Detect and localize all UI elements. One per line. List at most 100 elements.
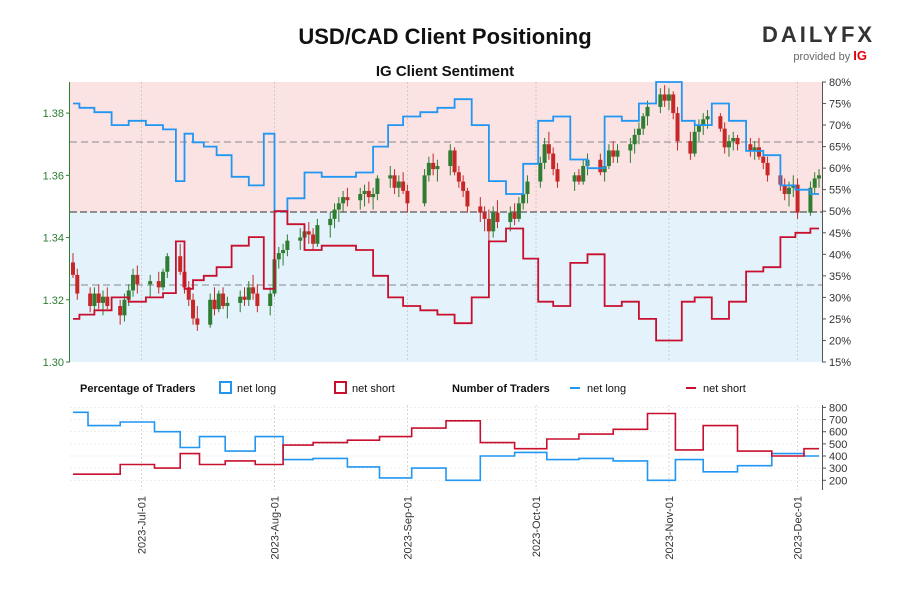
- chart-title: USD/CAD Client Positioning: [298, 24, 592, 49]
- candle-body: [148, 281, 153, 285]
- candle-body: [461, 181, 466, 191]
- candle-body: [212, 299, 217, 310]
- candle-body: [371, 194, 376, 198]
- legend-pct-long-label: net long: [237, 383, 276, 395]
- candle-body: [92, 293, 97, 306]
- candle-body: [748, 144, 753, 151]
- date-axis-ticks: 2023-Jul-01 2023-Aug-01 2023-Sep-01 2023-Oc…: [137, 496, 805, 560]
- candle-body: [388, 175, 393, 179]
- candle-body: [332, 209, 337, 219]
- candle-body: [491, 212, 496, 232]
- candle-body: [341, 197, 346, 204]
- brand-logo: DAILYFX provided by IG: [762, 24, 872, 64]
- legend-pct-title: Percentage of Traders: [80, 383, 196, 395]
- legend-pct-long-swatch: [219, 381, 232, 394]
- candle-body: [345, 197, 350, 201]
- candle-body: [722, 128, 727, 148]
- candle-body: [405, 190, 410, 204]
- candle-body: [126, 290, 131, 300]
- candle-body: [786, 187, 791, 194]
- date-tick-label: 2023-Sep-01: [402, 496, 414, 560]
- candle-body: [276, 253, 281, 260]
- candle-body: [542, 144, 547, 163]
- candle-body: [315, 225, 320, 244]
- candle-body: [448, 150, 453, 166]
- candle-body: [281, 250, 286, 254]
- sentiment-axis-ticks: 15% 20% 25% 30% 35% 40% 45% 50% 55% 60% 65% 70% 75% 8…: [822, 77, 851, 369]
- candle-body: [452, 150, 457, 173]
- candle-body: [131, 274, 136, 291]
- sentiment-tick-label: 15%: [829, 357, 851, 369]
- candle-body: [71, 262, 75, 275]
- candle-body: [752, 147, 757, 151]
- candle-body: [671, 94, 676, 114]
- candle-body: [512, 212, 517, 219]
- date-tick-label: 2023-Aug-01: [270, 496, 282, 560]
- candle-body: [165, 256, 170, 272]
- count-tick-label: 600: [829, 427, 847, 439]
- candle-body: [392, 175, 397, 188]
- candle-body: [581, 166, 586, 182]
- date-tick-label: 2023-Dec-01: [793, 496, 805, 560]
- provided-by-ig: provided by IG: [762, 48, 867, 63]
- candle-body: [362, 190, 367, 194]
- candle-body: [598, 159, 603, 173]
- sentiment-tick-label: 65%: [829, 142, 851, 154]
- candle-body: [375, 178, 380, 194]
- date-tick-label: 2023-Jul-01: [137, 496, 149, 554]
- short-zone: [70, 82, 822, 212]
- candle-body: [611, 150, 616, 157]
- candle-body: [782, 184, 787, 194]
- net-long-line: [73, 81, 819, 213]
- candle-body: [208, 299, 213, 325]
- price-tick-label: 1.36: [43, 170, 64, 182]
- candle-body: [602, 166, 607, 173]
- count-tick-label: 700: [829, 415, 847, 427]
- candle-body: [726, 141, 731, 148]
- sentiment-tick-label: 70%: [829, 120, 851, 132]
- candle-body: [636, 128, 641, 135]
- legend-num-long-label: net long: [587, 383, 626, 395]
- legend-pct-short-label: net short: [352, 383, 395, 395]
- sentiment-tick-label: 55%: [829, 185, 851, 197]
- candle-body: [285, 240, 290, 250]
- candle-body: [765, 162, 770, 176]
- date-tick-label: 2023-Nov-01: [664, 496, 676, 560]
- count-tick-label: 300: [829, 463, 847, 475]
- candle-body: [161, 271, 166, 288]
- candle-body: [426, 162, 431, 176]
- candle-body: [508, 212, 513, 222]
- sentiment-tick-label: 75%: [829, 99, 851, 111]
- candle-body: [75, 274, 80, 294]
- net-short-line: [73, 210, 819, 342]
- candle-body: [311, 234, 316, 244]
- candle-body: [658, 94, 663, 107]
- candle-body: [551, 153, 556, 170]
- candle-body: [156, 281, 161, 288]
- candle-body: [221, 293, 226, 306]
- long-zone: [70, 212, 822, 362]
- candle-body: [756, 147, 761, 157]
- candle-body: [761, 156, 766, 163]
- candle-body: [122, 299, 127, 316]
- candle-body: [118, 306, 123, 316]
- candle-body: [328, 218, 333, 226]
- candle-body: [465, 190, 470, 207]
- candle-body: [666, 94, 671, 101]
- candle-body: [431, 162, 436, 170]
- count-net-long-line: [73, 411, 819, 482]
- candle-body: [216, 293, 221, 310]
- candle-body: [178, 256, 183, 272]
- legend-num-title: Number of Traders: [452, 383, 550, 395]
- legend-num-short-label: net short: [703, 383, 746, 395]
- candle-body: [516, 203, 521, 219]
- sentiment-tick-label: 25%: [829, 314, 851, 326]
- candle-body: [495, 212, 500, 222]
- candle-body: [632, 134, 637, 145]
- candle-body: [456, 172, 461, 182]
- candle-body: [718, 116, 723, 129]
- candle-body: [808, 187, 813, 213]
- candle-body: [795, 184, 800, 213]
